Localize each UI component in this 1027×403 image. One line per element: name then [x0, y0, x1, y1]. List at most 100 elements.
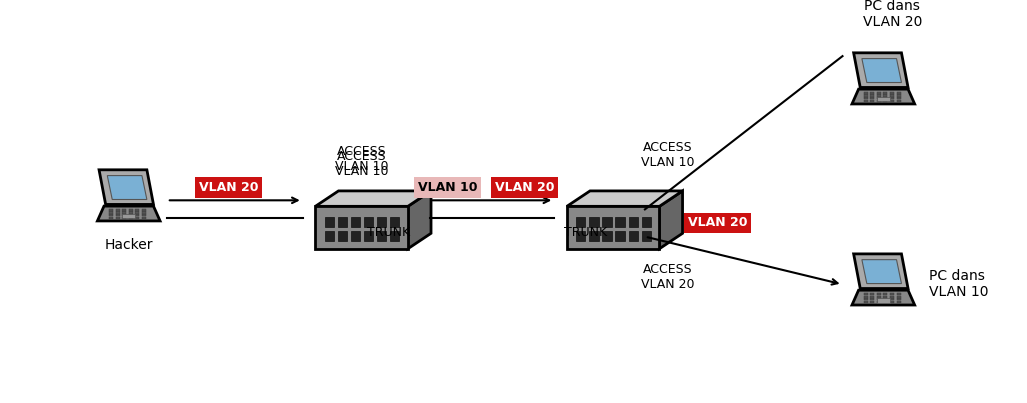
- Text: TRUNK: TRUNK: [368, 226, 411, 239]
- Polygon shape: [142, 209, 146, 211]
- Polygon shape: [142, 217, 146, 219]
- Polygon shape: [897, 91, 901, 93]
- Polygon shape: [883, 293, 887, 295]
- Polygon shape: [629, 217, 638, 227]
- Polygon shape: [864, 293, 868, 295]
- Polygon shape: [659, 191, 683, 249]
- Polygon shape: [890, 91, 895, 93]
- Polygon shape: [107, 176, 147, 199]
- Polygon shape: [877, 301, 881, 303]
- Text: PC dans
VLAN 10: PC dans VLAN 10: [928, 269, 988, 299]
- Polygon shape: [128, 217, 132, 219]
- Polygon shape: [883, 298, 887, 301]
- Polygon shape: [629, 231, 638, 241]
- Polygon shape: [877, 98, 890, 102]
- Polygon shape: [890, 94, 895, 97]
- Polygon shape: [116, 209, 120, 211]
- Polygon shape: [136, 212, 140, 214]
- Polygon shape: [408, 191, 431, 249]
- Polygon shape: [890, 98, 895, 100]
- Polygon shape: [883, 94, 887, 97]
- Polygon shape: [364, 217, 373, 227]
- Polygon shape: [883, 98, 887, 100]
- Polygon shape: [109, 212, 113, 214]
- Polygon shape: [603, 231, 612, 241]
- Polygon shape: [897, 295, 901, 297]
- Polygon shape: [877, 94, 881, 97]
- Polygon shape: [877, 100, 881, 102]
- Polygon shape: [864, 298, 868, 301]
- Polygon shape: [128, 209, 132, 211]
- Polygon shape: [122, 214, 126, 216]
- Polygon shape: [864, 94, 868, 97]
- Polygon shape: [897, 98, 901, 100]
- Polygon shape: [864, 295, 868, 297]
- Polygon shape: [567, 206, 659, 249]
- Polygon shape: [589, 217, 599, 227]
- Text: ACCESS
VLAN 20: ACCESS VLAN 20: [641, 264, 694, 291]
- Polygon shape: [390, 231, 400, 241]
- Polygon shape: [870, 298, 874, 301]
- Polygon shape: [897, 94, 901, 97]
- Polygon shape: [390, 217, 400, 227]
- Polygon shape: [315, 191, 431, 206]
- Polygon shape: [864, 301, 868, 303]
- Polygon shape: [567, 191, 683, 206]
- Polygon shape: [883, 295, 887, 297]
- Polygon shape: [122, 212, 126, 214]
- Polygon shape: [136, 217, 140, 219]
- Polygon shape: [142, 214, 146, 216]
- Polygon shape: [870, 91, 874, 93]
- Polygon shape: [870, 293, 874, 295]
- Polygon shape: [116, 212, 120, 214]
- Polygon shape: [122, 209, 126, 211]
- Polygon shape: [109, 209, 113, 211]
- Text: ACCESS
VLAN 10: ACCESS VLAN 10: [335, 150, 388, 178]
- Polygon shape: [98, 206, 160, 221]
- Text: VLAN 20: VLAN 20: [495, 181, 555, 194]
- Polygon shape: [315, 206, 408, 249]
- Polygon shape: [890, 301, 895, 303]
- Polygon shape: [862, 58, 902, 83]
- Text: Hacker: Hacker: [105, 239, 153, 252]
- Polygon shape: [864, 98, 868, 100]
- Text: ACCESS
VLAN 10: ACCESS VLAN 10: [641, 141, 694, 169]
- Polygon shape: [377, 231, 386, 241]
- Polygon shape: [877, 293, 881, 295]
- Polygon shape: [338, 231, 347, 241]
- Text: VLAN 20: VLAN 20: [688, 216, 748, 229]
- Polygon shape: [576, 217, 585, 227]
- Polygon shape: [883, 301, 887, 303]
- Polygon shape: [897, 100, 901, 102]
- Polygon shape: [877, 295, 881, 297]
- Polygon shape: [109, 217, 113, 219]
- Polygon shape: [325, 217, 334, 227]
- Polygon shape: [883, 100, 887, 102]
- Polygon shape: [870, 100, 874, 102]
- Polygon shape: [870, 301, 874, 303]
- Polygon shape: [116, 214, 120, 216]
- Polygon shape: [877, 298, 890, 303]
- Polygon shape: [870, 295, 874, 297]
- Polygon shape: [99, 170, 153, 204]
- Polygon shape: [128, 214, 132, 216]
- Polygon shape: [603, 217, 612, 227]
- Polygon shape: [122, 214, 136, 218]
- Polygon shape: [142, 212, 146, 214]
- Polygon shape: [853, 254, 908, 289]
- Polygon shape: [122, 217, 126, 219]
- Polygon shape: [615, 217, 624, 227]
- Polygon shape: [870, 98, 874, 100]
- Polygon shape: [877, 91, 881, 93]
- Polygon shape: [864, 100, 868, 102]
- Polygon shape: [615, 231, 624, 241]
- Polygon shape: [128, 212, 132, 214]
- Polygon shape: [864, 91, 868, 93]
- Polygon shape: [852, 290, 915, 305]
- Polygon shape: [883, 91, 887, 93]
- Polygon shape: [589, 231, 599, 241]
- Polygon shape: [351, 231, 360, 241]
- Text: ACCESS
VLAN 10: ACCESS VLAN 10: [335, 145, 388, 173]
- Polygon shape: [109, 214, 113, 216]
- Polygon shape: [862, 260, 902, 284]
